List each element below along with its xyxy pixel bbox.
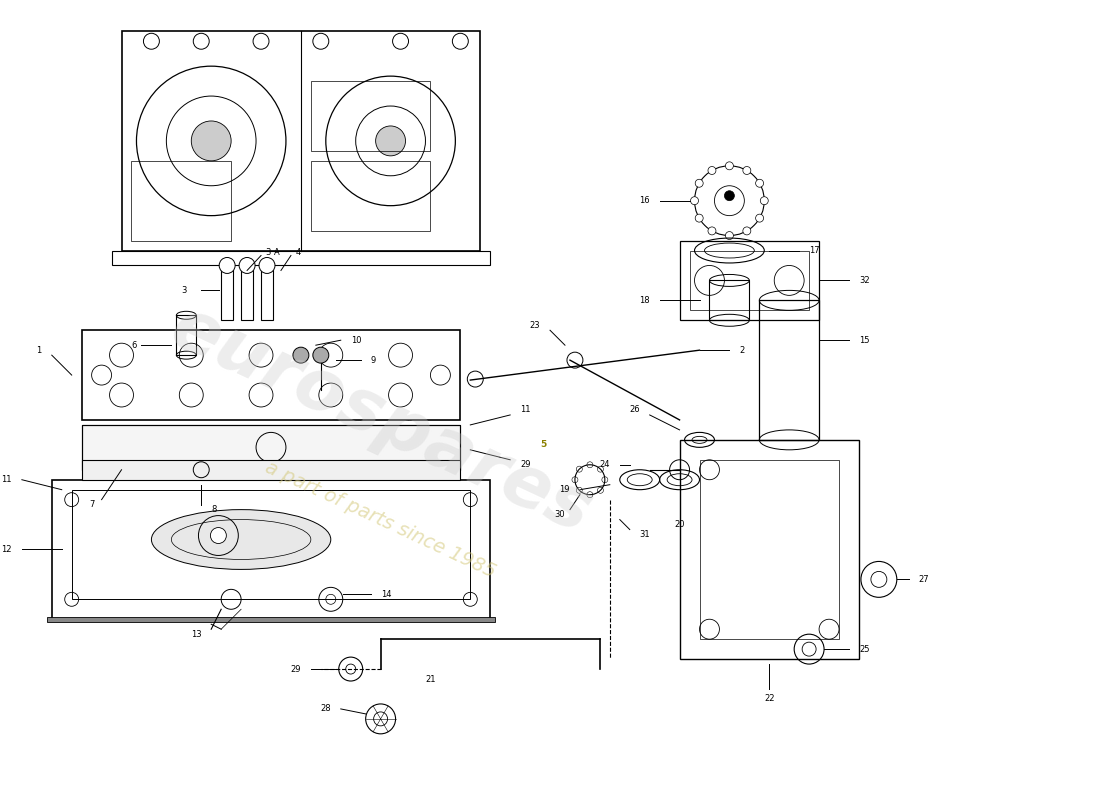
Text: 21: 21 <box>426 674 436 683</box>
Text: 4: 4 <box>296 248 301 257</box>
Text: 12: 12 <box>1 545 12 554</box>
Text: 8: 8 <box>211 505 217 514</box>
Text: 30: 30 <box>554 510 565 519</box>
Circle shape <box>210 527 227 543</box>
Text: 6: 6 <box>131 341 136 350</box>
Circle shape <box>293 347 309 363</box>
Bar <box>81 425 460 470</box>
Text: 5: 5 <box>540 440 547 450</box>
Bar <box>241 270 253 320</box>
Text: 26: 26 <box>629 406 640 414</box>
Circle shape <box>452 34 469 50</box>
Circle shape <box>143 34 160 50</box>
Text: 23: 23 <box>529 321 540 330</box>
Bar <box>47 618 495 622</box>
Text: 16: 16 <box>639 196 650 205</box>
Circle shape <box>393 34 408 50</box>
Text: 10: 10 <box>351 336 361 345</box>
Bar <box>81 425 460 470</box>
Text: 27: 27 <box>918 575 930 584</box>
Text: 11: 11 <box>1 475 12 484</box>
Text: 17: 17 <box>810 246 820 255</box>
Text: 20: 20 <box>674 520 685 529</box>
Circle shape <box>756 214 763 222</box>
Circle shape <box>756 179 763 187</box>
Bar <box>261 270 273 320</box>
Text: 31: 31 <box>640 530 650 539</box>
Text: 15: 15 <box>859 336 869 345</box>
Bar <box>690 250 810 310</box>
Text: 24: 24 <box>600 460 609 470</box>
Bar <box>121 31 481 250</box>
Circle shape <box>258 258 275 274</box>
Circle shape <box>708 166 716 174</box>
Circle shape <box>742 166 751 174</box>
Text: 1: 1 <box>36 346 42 354</box>
Text: 3 A: 3 A <box>266 248 279 257</box>
Text: a part of parts since 1985: a part of parts since 1985 <box>262 458 499 582</box>
Bar <box>710 281 749 320</box>
Bar <box>221 270 233 320</box>
Text: 32: 32 <box>859 276 870 285</box>
Text: 13: 13 <box>190 630 201 638</box>
Text: 19: 19 <box>560 485 570 494</box>
Circle shape <box>760 197 768 205</box>
Circle shape <box>691 197 698 205</box>
Circle shape <box>312 34 329 50</box>
Text: 28: 28 <box>320 705 331 714</box>
Text: 29: 29 <box>290 665 301 674</box>
Bar <box>700 460 839 639</box>
Text: 14: 14 <box>381 590 392 599</box>
Circle shape <box>742 227 751 235</box>
Text: 3: 3 <box>180 286 186 295</box>
Circle shape <box>725 162 734 170</box>
Text: 25: 25 <box>859 645 869 654</box>
Circle shape <box>312 347 329 363</box>
Bar <box>176 315 196 355</box>
Text: 11: 11 <box>520 406 530 414</box>
Bar <box>52 480 491 619</box>
Ellipse shape <box>152 510 331 570</box>
Text: 29: 29 <box>520 460 530 470</box>
Bar <box>680 440 859 659</box>
Circle shape <box>191 121 231 161</box>
Bar <box>72 490 471 599</box>
Text: 18: 18 <box>639 296 650 305</box>
Bar <box>81 460 460 480</box>
Circle shape <box>239 258 255 274</box>
Bar <box>759 300 820 440</box>
Text: eurospares: eurospares <box>160 292 602 548</box>
Circle shape <box>253 34 270 50</box>
Circle shape <box>725 190 735 201</box>
Bar <box>311 81 430 151</box>
Bar <box>132 161 231 241</box>
Circle shape <box>695 179 703 187</box>
Bar <box>81 330 460 420</box>
Bar <box>680 241 820 320</box>
Circle shape <box>695 214 703 222</box>
Text: 22: 22 <box>764 694 774 703</box>
Circle shape <box>194 34 209 50</box>
Text: 9: 9 <box>371 356 376 365</box>
Circle shape <box>725 231 734 239</box>
Text: 7: 7 <box>89 500 95 509</box>
Bar <box>311 161 430 230</box>
Bar <box>111 250 491 266</box>
Text: 2: 2 <box>739 346 745 354</box>
Circle shape <box>375 126 406 156</box>
Circle shape <box>708 227 716 235</box>
Circle shape <box>219 258 235 274</box>
